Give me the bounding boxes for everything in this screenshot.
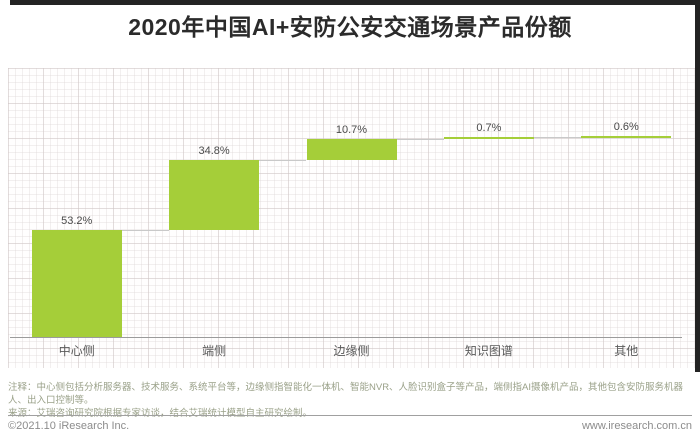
notes-source: 来源：艾瑞咨询研究院根据专家访谈，结合艾瑞统计模型自主研究绘制。 [8, 408, 313, 419]
x-axis-label: 知识图谱 [464, 344, 513, 358]
x-axis-label: 其他 [614, 344, 639, 358]
waterfall-bar [581, 136, 672, 138]
chart-title: 2020年中国AI+安防公安交通场景产品份额 [128, 14, 572, 40]
footer-divider [8, 415, 692, 416]
top-border [10, 0, 700, 5]
footer: ©2021.10 iResearch Inc. www.iresearch.co… [8, 420, 692, 432]
x-axis-label: 边缘侧 [333, 344, 370, 358]
waterfall-connector [396, 138, 444, 140]
waterfall-bar [169, 160, 260, 231]
right-border [695, 0, 700, 372]
notes: 注释：中心侧包括分析服务器、技术服务、系统平台等，边缘侧指智能化一体机、智能NV… [8, 381, 698, 420]
waterfall-connector [121, 230, 170, 232]
bar-value-label: 10.7% [335, 123, 368, 136]
bar-value-label: 34.8% [198, 145, 230, 158]
waterfall-connector [533, 137, 582, 139]
x-axis-label: 端侧 [202, 344, 227, 358]
bar-value-label: 53.2% [61, 215, 93, 228]
waterfall-connector [259, 160, 307, 162]
x-axis-label: 中心侧 [58, 344, 95, 358]
footer-website: www.iresearch.com.cn [581, 420, 692, 432]
bar-value-label: 0.6% [613, 121, 639, 133]
waterfall-bar [443, 137, 534, 140]
x-axis-line [10, 337, 682, 338]
bar-value-label: 0.7% [476, 122, 502, 135]
waterfall-bar [31, 230, 122, 337]
plot-area: 53.2% 中心侧 34.8% 端侧 10.7% 边缘侧 0.7% 知识图谱 0.6% 其他 [8, 68, 695, 368]
waterfall-bar [306, 138, 397, 161]
notes-annotation: 注释：中心侧包括分析服务器、技术服务、系统平台等，边缘侧指智能化一体机、智能NV… [8, 382, 684, 406]
footer-copyright: ©2021.10 iResearch Inc. [8, 420, 130, 432]
